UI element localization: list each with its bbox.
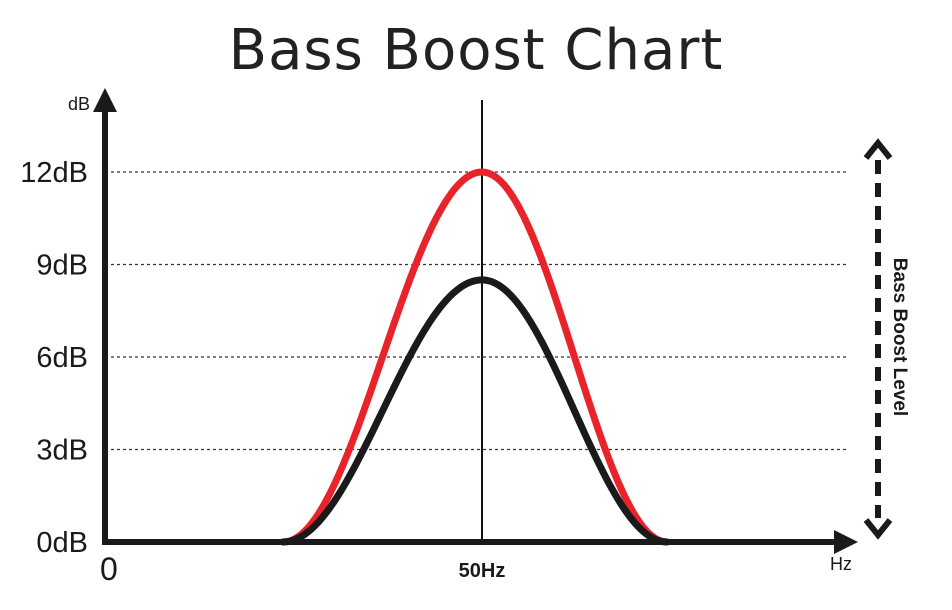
x-marker-label: 50Hz: [459, 560, 506, 582]
y-tick-label: 3dB: [36, 435, 88, 467]
series-line: [279, 168, 671, 546]
y-tick-label: 12dB: [20, 157, 88, 189]
chart-title: Bass Boost Chart: [228, 18, 724, 83]
y-tick-label: 6dB: [36, 342, 88, 374]
y-tick-label: 0dB: [36, 527, 88, 559]
series-line: [279, 276, 671, 546]
side-arrow-head-bottom: [863, 518, 893, 540]
side-arrow-head-top: [863, 138, 893, 160]
y-tick-label: 9dB: [36, 250, 88, 282]
side-label: Bass Boost Level: [889, 258, 910, 416]
y-axis-arrow: [93, 88, 117, 112]
origin-label: 0: [100, 551, 118, 587]
x-axis-label: Hz: [830, 554, 852, 574]
x-axis-arrow: [834, 530, 858, 554]
y-axis-label: dB: [68, 94, 90, 114]
